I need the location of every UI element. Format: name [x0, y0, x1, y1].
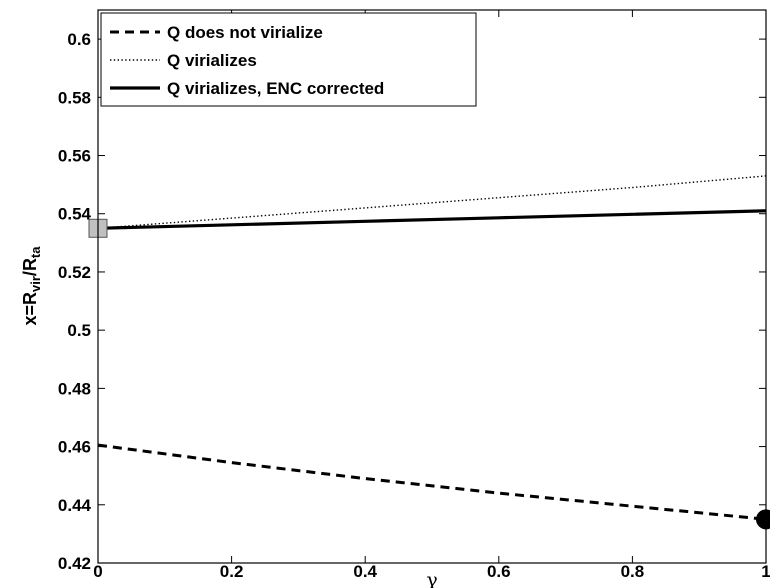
y-tick-label: 0.48	[58, 379, 91, 398]
y-axis-label: x=Rvir/Rta	[20, 246, 43, 326]
legend-entry-q-does-not-virialize: Q does not virialize	[167, 23, 323, 42]
x-tick-label: 0.4	[353, 562, 377, 581]
x-tick-label: 0.2	[220, 562, 244, 581]
y-axis-label-sub1: vir	[28, 276, 43, 292]
y-tick-label: 0.46	[58, 438, 91, 457]
legend-entry-q-virializes: Q virializes	[167, 51, 257, 70]
y-tick-label: 0.6	[67, 30, 91, 49]
legend: Q does not virialize Q virializes Q viri…	[101, 13, 476, 106]
y-tick-label: 0.58	[58, 88, 91, 107]
x-axis-label: γ	[426, 569, 437, 588]
y-tick-label: 0.52	[58, 263, 91, 282]
series-line-solid	[98, 211, 766, 229]
y-axis-label-main: x=R	[20, 292, 40, 326]
x-tick-label: 0.8	[621, 562, 645, 581]
x-tick-label: 0	[93, 562, 102, 581]
legend-entry-q-virializes-enc-corrected: Q virializes, ENC corrected	[167, 79, 384, 98]
series-line-dashed	[98, 445, 766, 519]
y-tick-label: 0.42	[58, 554, 91, 573]
y-tick-label: 0.44	[58, 496, 92, 515]
plot-markers	[89, 219, 770, 529]
x-tick-label: 1	[761, 562, 770, 581]
marker-circle	[756, 509, 770, 529]
y-axis: 0.42 0.44 0.46 0.48 0.5 0.52 0.54 0.56 0.58 0.6	[58, 30, 766, 573]
plot-lines	[98, 176, 766, 519]
x-tick-label: 0.6	[487, 562, 511, 581]
y-axis-label-sub2: ta	[28, 246, 43, 258]
y-tick-label: 0.5	[67, 321, 91, 340]
y-axis-label-mid: /R	[20, 258, 40, 276]
y-tick-label: 0.54	[58, 205, 92, 224]
y-tick-label: 0.56	[58, 147, 91, 166]
